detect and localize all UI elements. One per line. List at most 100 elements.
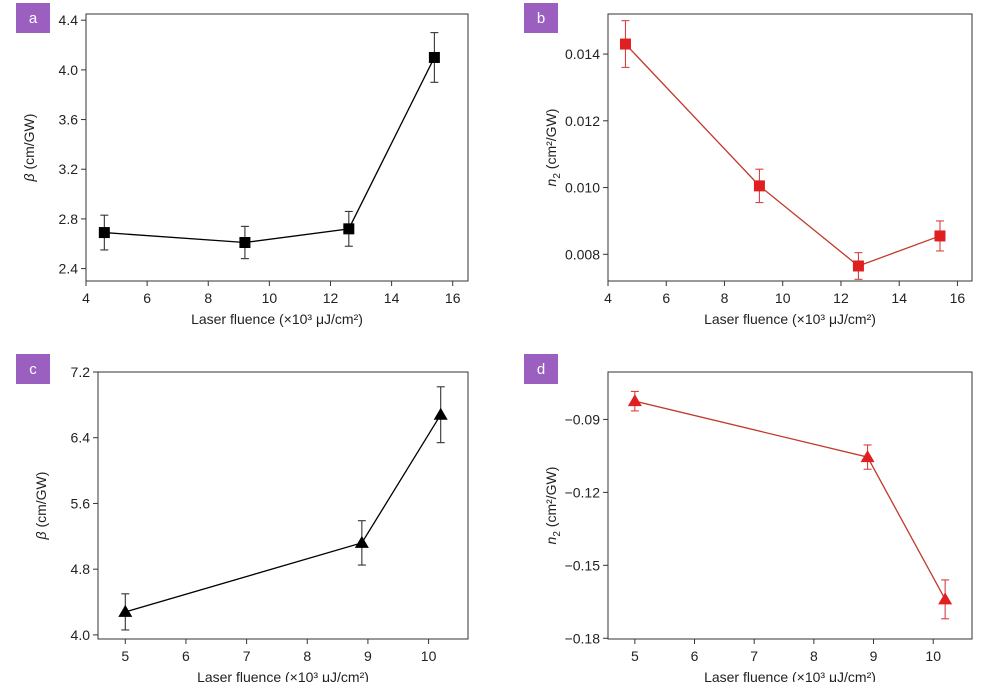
y-tick-label: −0.15 xyxy=(565,557,601,573)
x-tick-label: 7 xyxy=(243,648,251,664)
series-line xyxy=(104,57,435,244)
x-tick-label: 9 xyxy=(870,648,878,664)
y-tick-label: 6.4 xyxy=(71,430,91,446)
square-marker xyxy=(343,223,355,235)
y-tick-label: 0.010 xyxy=(565,180,600,196)
y-tick-label: 0.014 xyxy=(565,46,600,62)
square-marker xyxy=(239,237,251,249)
panel-b-tag: b xyxy=(524,3,558,33)
x-axis-label: Laser fluence (×10³ μJ/cm²) xyxy=(704,311,876,327)
y-axis-subscript: 2 xyxy=(552,173,563,179)
x-tick-label: 6 xyxy=(691,648,699,664)
y-axis-label: n2 (cm²/GW) xyxy=(543,109,563,187)
x-tick-label: 7 xyxy=(750,648,758,664)
triangle-marker xyxy=(627,394,642,407)
x-tick-label: 5 xyxy=(631,648,639,664)
y-axis-unit: (cm²/GW) xyxy=(543,109,559,174)
x-axis-label: Laser fluence (×10³ μJ/cm²) xyxy=(197,669,369,682)
y-tick-label: 4.0 xyxy=(71,627,91,643)
triangle-marker xyxy=(118,604,133,617)
x-axis-label: Laser fluence (×10³ μJ/cm²) xyxy=(704,669,876,682)
data-point xyxy=(938,579,953,620)
square-marker xyxy=(428,51,440,63)
y-axis-symbol: n xyxy=(543,178,559,186)
x-tick-label: 8 xyxy=(303,648,311,664)
triangle-marker xyxy=(938,592,953,605)
data-point xyxy=(118,593,133,631)
x-tick-label: 4 xyxy=(604,290,612,306)
x-tick-label: 9 xyxy=(364,648,372,664)
y-axis-unit: (cm/GW) xyxy=(21,114,37,174)
y-tick-label: −0.18 xyxy=(565,630,601,646)
panel-c: c 5 6 7 8 9 10 4.0 4.8 5.6 6.4 7.2 Laser fluence (×… xyxy=(0,341,494,682)
x-tick-label: 5 xyxy=(121,648,129,664)
y-tick-label: 2.8 xyxy=(59,211,79,227)
x-tick-label: 4 xyxy=(82,290,90,306)
chart-a: 4 6 8 10 12 14 16 2.4 2.8 3.2 3.6 4.0 4.4 Laser fluen… xyxy=(21,12,469,327)
data-point xyxy=(343,210,355,247)
y-axis-label: β (cm/GW) xyxy=(33,472,49,541)
y-axis-subscript: 2 xyxy=(552,531,563,537)
y-tick-label: 4.8 xyxy=(71,561,91,577)
plot-frame xyxy=(607,13,973,282)
x-tick-label: 6 xyxy=(182,648,190,664)
data-point xyxy=(619,20,631,68)
y-tick-label: 7.2 xyxy=(71,364,91,380)
y-tick-label: 0.012 xyxy=(565,113,600,129)
series-line xyxy=(624,43,941,267)
square-marker xyxy=(619,38,631,50)
y-tick-label: 2.4 xyxy=(59,261,79,277)
triangle-marker xyxy=(860,450,875,463)
x-tick-label: 10 xyxy=(262,290,278,306)
plot-frame xyxy=(97,371,469,640)
y-axis-unit: (cm/GW) xyxy=(33,472,49,532)
triangle-marker xyxy=(354,535,369,548)
y-tick-label: −0.12 xyxy=(565,484,601,500)
x-tick-label: 8 xyxy=(204,290,212,306)
series-line xyxy=(125,414,442,613)
y-tick-label: 4.4 xyxy=(59,12,79,28)
data-point xyxy=(98,214,110,251)
data-point xyxy=(627,390,642,412)
x-tick-label: 12 xyxy=(833,290,849,306)
chart-d: 5 6 7 8 9 10 −0.09 −0.12 −0.15 −0.18 Laser fluence… xyxy=(543,371,973,682)
y-axis-unit: (cm²/GW) xyxy=(543,467,559,532)
x-tick-label: 10 xyxy=(421,648,437,664)
x-tick-label: 10 xyxy=(925,648,941,664)
data-point xyxy=(934,220,946,252)
y-axis-label: β (cm/GW) xyxy=(21,114,37,183)
panel-c-tag: c xyxy=(16,354,50,384)
y-axis-symbol: β xyxy=(33,531,49,540)
data-point xyxy=(433,386,448,444)
x-tick-label: 10 xyxy=(775,290,791,306)
x-tick-label: 12 xyxy=(323,290,339,306)
y-axis-label: n2 (cm²/GW) xyxy=(543,467,563,545)
y-tick-label: 3.2 xyxy=(59,161,79,177)
y-tick-label: 4.0 xyxy=(59,62,79,78)
y-tick-label: 5.6 xyxy=(71,495,91,511)
y-tick-label: 0.008 xyxy=(565,246,600,262)
panel-a-tag: a xyxy=(16,3,50,33)
data-point xyxy=(753,168,765,204)
chart-b: 4 6 8 10 12 14 16 0.008 0.010 0.012 0.014 Laser flu… xyxy=(543,13,973,327)
x-axis-label: Laser fluence (×10³ μJ/cm²) xyxy=(191,311,363,327)
square-marker xyxy=(934,230,946,242)
x-tick-label: 14 xyxy=(384,290,400,306)
x-tick-label: 6 xyxy=(143,290,151,306)
x-tick-label: 16 xyxy=(950,290,966,306)
chart-c: 5 6 7 8 9 10 4.0 4.8 5.6 6.4 7.2 Laser fluence (×10… xyxy=(33,364,469,682)
data-point xyxy=(852,252,864,280)
data-point xyxy=(239,225,251,260)
x-tick-label: 14 xyxy=(891,290,907,306)
x-tick-label: 8 xyxy=(721,290,729,306)
data-point xyxy=(354,520,369,566)
x-tick-label: 6 xyxy=(662,290,670,306)
square-marker xyxy=(753,180,765,192)
y-axis-symbol: n xyxy=(543,536,559,544)
plot-frame xyxy=(607,371,973,640)
y-tick-label: 3.6 xyxy=(59,112,79,128)
data-point xyxy=(860,444,875,470)
panel-a: a 4 6 8 10 12 14 16 2.4 2.8 3.2 3.6 4.0 4.4 Laser flu… xyxy=(0,0,494,341)
y-tick-label: −0.09 xyxy=(565,411,601,427)
triangle-marker xyxy=(433,407,448,420)
